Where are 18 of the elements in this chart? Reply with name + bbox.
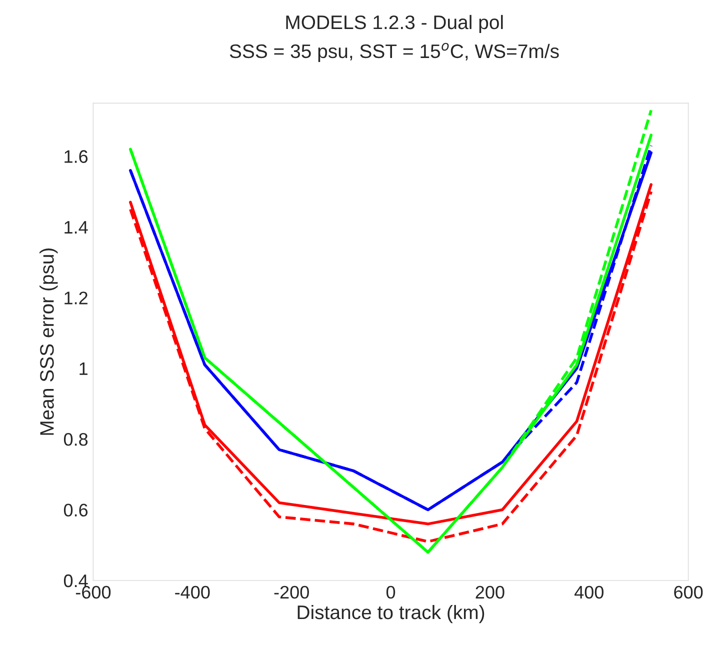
x-tick-label: 400 — [574, 586, 604, 599]
x-axis-title: Distance to track (km) — [298, 604, 484, 624]
x-tick-label: -400 — [175, 586, 210, 599]
y-tick-label: 1.4 — [64, 221, 88, 234]
y-tick-label: 0.8 — [64, 433, 88, 446]
x-tick-label: 200 — [476, 586, 504, 599]
y-tick-label: 1.2 — [64, 292, 88, 304]
chart-subtitle: SSS = 35 psu, SST = 15$^{o}$C, WS=7m/s — [230, 42, 559, 62]
y-tick-label: 0.4 — [64, 574, 88, 588]
y-tick-label: 0.6 — [64, 504, 88, 517]
chart-title: MODELS 1.2.3 - Dual pol — [286, 14, 503, 34]
y-tick-label: 1.6 — [64, 150, 88, 163]
x-tick-label: -600 — [76, 586, 111, 599]
x-tick-label: 0 — [386, 586, 396, 599]
y-tick-label: 1 — [80, 362, 88, 375]
y-axis-title: Mean SSS error (psu) — [40, 248, 58, 435]
x-tick-label: 600 — [674, 586, 703, 599]
x-tick-label: -200 — [274, 586, 309, 599]
